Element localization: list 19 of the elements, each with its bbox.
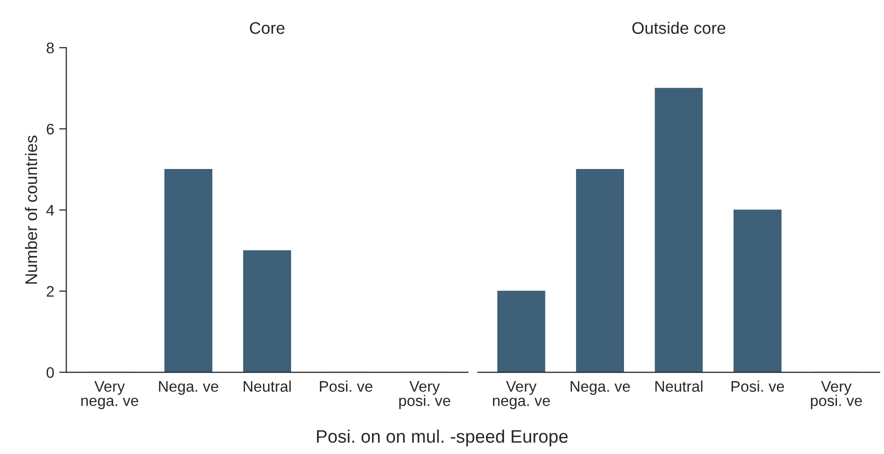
y-axis-title: Number of countries xyxy=(24,136,38,284)
y-tick-label: 0 xyxy=(46,367,54,378)
x-tick-label: Very nega. ve xyxy=(81,381,138,410)
chart-title: Core xyxy=(250,22,284,34)
x-axis-title: Posi. on on mul. -speed Europe xyxy=(317,430,568,446)
x-tick-label: Neutral xyxy=(655,380,702,392)
chart-title: Outside core xyxy=(632,22,726,34)
y-tick-label: 2 xyxy=(46,286,54,297)
x-tick-label: Nega. ve xyxy=(570,381,630,395)
y-tick-label: 6 xyxy=(46,124,54,135)
x-tick-label: Very nega. ve xyxy=(492,381,550,410)
x-tick-label: Very posi. ve xyxy=(810,381,862,410)
x-tick-label: Posi. ve xyxy=(320,380,372,392)
y-tick-label: 4 xyxy=(46,205,54,216)
x-tick-label: Nega. ve xyxy=(159,381,218,395)
x-tick-label: Neutral xyxy=(244,380,291,392)
x-tick-label: Very posi. ve xyxy=(399,381,450,410)
x-tick-label: Posi. ve xyxy=(732,380,784,392)
y-tick-label: 8 xyxy=(46,42,54,54)
